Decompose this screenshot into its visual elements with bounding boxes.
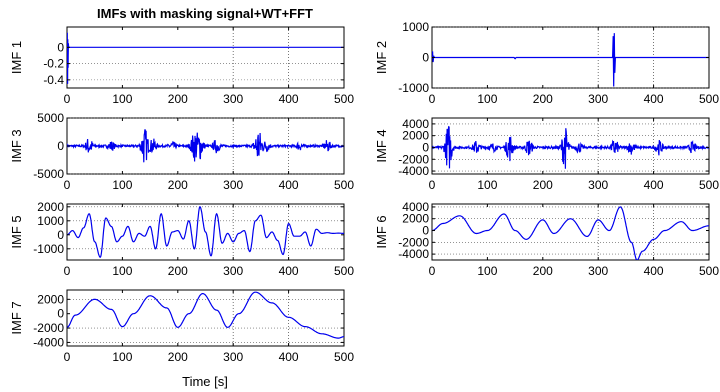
x-tick-label: 200 — [168, 350, 188, 364]
x-tick-label: 500 — [334, 92, 354, 106]
x-tick-label: 0 — [64, 350, 71, 364]
x-tick-label: 500 — [334, 264, 354, 278]
x-tick-label: 200 — [533, 178, 553, 192]
axes-frame — [431, 203, 710, 261]
x-tick-label: 400 — [644, 92, 664, 106]
x-tick-label: 300 — [588, 178, 608, 192]
x-tick-label: 200 — [168, 264, 188, 278]
y-tick-label: 0 — [57, 40, 64, 54]
y-tick-label: -0.2 — [43, 57, 64, 71]
y-tick-label: 0 — [57, 228, 64, 242]
y-tick-label: 0 — [57, 307, 64, 321]
y-tick-label: -2000 — [398, 152, 429, 166]
y-tick-label: 0 — [422, 140, 429, 154]
imf-series-line — [432, 206, 709, 260]
y-axis-label: IMF 3 — [9, 129, 24, 162]
y-tick-label: 0 — [57, 139, 64, 153]
x-tick-label: 100 — [112, 92, 132, 106]
x-tick-label: 500 — [334, 350, 354, 364]
x-tick-label: 300 — [588, 92, 608, 106]
x-tick-label: 300 — [588, 264, 608, 278]
x-tick-label: 500 — [699, 92, 719, 106]
y-tick-label: 0 — [422, 224, 429, 238]
y-tick-label: 2000 — [37, 292, 64, 306]
x-tick-label: 400 — [279, 178, 299, 192]
x-tick-label: 0 — [429, 264, 436, 278]
figure-title: IMFs with masking signal+WT+FFT — [97, 6, 313, 21]
x-axis-label: Time [s] — [182, 374, 228, 389]
x-tick-label: 300 — [223, 264, 243, 278]
x-tick-label: 200 — [533, 264, 553, 278]
x-tick-label: 400 — [644, 264, 664, 278]
y-tick-label: 2000 — [37, 200, 64, 214]
imf-series-line — [432, 125, 709, 169]
y-axis-label: IMF 5 — [9, 215, 24, 248]
y-tick-label: 0 — [422, 51, 429, 65]
x-tick-label: 0 — [429, 178, 436, 192]
x-tick-label: 400 — [644, 178, 664, 192]
x-tick-label: 300 — [223, 350, 243, 364]
y-tick-label: -4000 — [398, 247, 429, 261]
x-tick-label: 200 — [168, 178, 188, 192]
imf-series-line — [432, 33, 709, 87]
axes-frame — [66, 289, 345, 347]
y-tick-label: -2000 — [33, 321, 64, 335]
x-tick-label: 0 — [429, 92, 436, 106]
x-tick-label: 500 — [699, 264, 719, 278]
x-tick-label: 0 — [64, 178, 71, 192]
y-tick-label: 2000 — [402, 129, 429, 143]
y-tick-label: 4000 — [402, 117, 429, 131]
x-tick-label: 200 — [168, 92, 188, 106]
y-tick-label: 2000 — [402, 212, 429, 226]
imf-series-line — [67, 291, 344, 339]
imf-series-line — [67, 205, 344, 258]
y-tick-label: 4000 — [402, 200, 429, 214]
x-tick-label: 0 — [64, 264, 71, 278]
x-tick-label: 400 — [279, 350, 299, 364]
y-axis-label: IMF 2 — [374, 41, 389, 74]
axes-frame — [66, 26, 345, 89]
y-tick-label: -4000 — [398, 164, 429, 178]
x-tick-label: 300 — [223, 178, 243, 192]
y-axis-label: IMF 6 — [374, 215, 389, 248]
x-tick-label: 100 — [477, 264, 497, 278]
y-axis-label: IMF 7 — [9, 301, 24, 334]
imf-series-line — [67, 32, 344, 84]
y-tick-label: -1000 — [398, 81, 429, 95]
y-tick-label: -5000 — [33, 167, 64, 181]
y-tick-label: -4000 — [33, 335, 64, 349]
y-axis-label: IMF 1 — [9, 41, 24, 74]
x-tick-label: 100 — [112, 178, 132, 192]
y-tick-label: 1000 — [402, 20, 429, 34]
x-tick-label: 500 — [334, 178, 354, 192]
y-tick-label: -2000 — [398, 235, 429, 249]
y-axis-label: IMF 4 — [374, 129, 389, 162]
imf-panel-1: 0 100 200 300 400 500 0 -0.2 -0.4 IMF 1 — [9, 26, 354, 106]
imf-series-line — [67, 129, 344, 163]
x-tick-label: 300 — [223, 92, 243, 106]
y-tick-label: 1000 — [37, 214, 64, 228]
y-tick-label: 5000 — [37, 111, 64, 125]
x-tick-label: 400 — [279, 264, 299, 278]
x-tick-label: 200 — [533, 92, 553, 106]
x-tick-label: 100 — [477, 178, 497, 192]
y-tick-label: -0.4 — [43, 73, 64, 87]
x-tick-label: 100 — [477, 92, 497, 106]
x-tick-label: 500 — [699, 178, 719, 192]
x-tick-label: 100 — [112, 264, 132, 278]
x-tick-label: 400 — [279, 92, 299, 106]
x-tick-label: 100 — [112, 350, 132, 364]
x-tick-label: 0 — [64, 92, 71, 106]
y-tick-label: -1000 — [33, 242, 64, 256]
